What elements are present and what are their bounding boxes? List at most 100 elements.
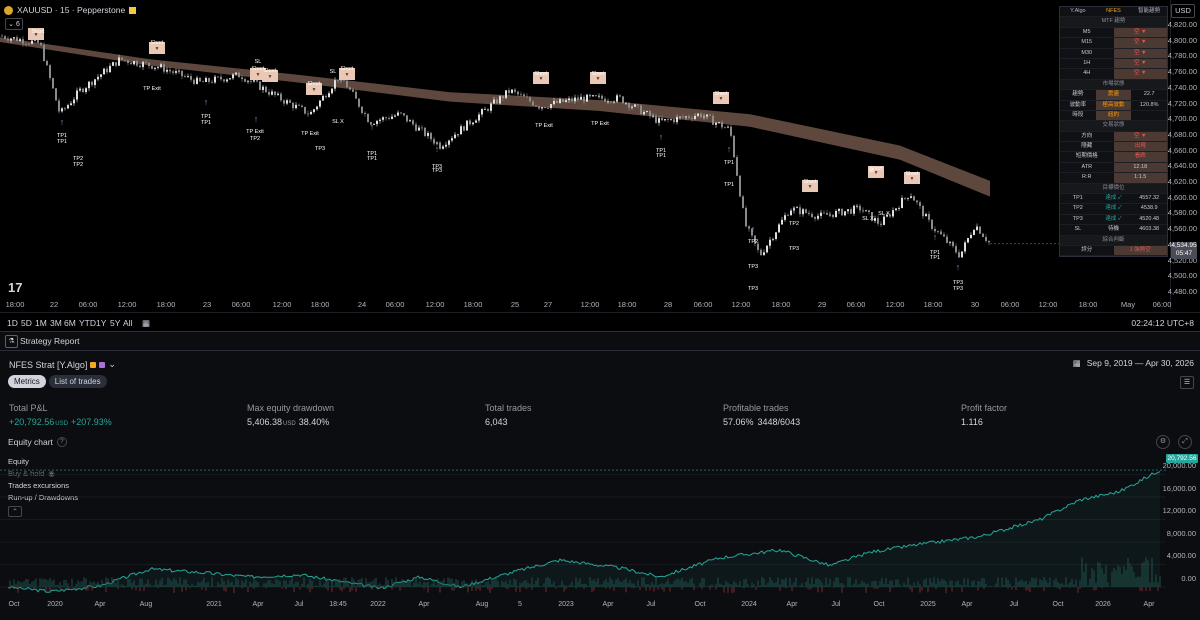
candle-body — [724, 127, 726, 129]
section-title: 市場狀態 — [1102, 80, 1125, 87]
candle-body — [448, 140, 450, 145]
price-chart[interactable]: ▼ ▼ ▼ ▼ ▼ ▼ ▼ ▼ ▼ ▼ ▼ ▼ TP1 TP1 TP2 TP2 TP Exit TP1 TP1 TP2… — [0, 0, 1170, 296]
tab-yalgo[interactable]: Y.Algo — [1070, 8, 1086, 14]
short-signal-label: ▼ — [345, 72, 350, 78]
target-status: 達成 ✓ — [1105, 195, 1122, 202]
trade-label: SL X — [332, 119, 344, 125]
section-title: MTF 趨勢 — [1101, 18, 1126, 25]
candle-body — [226, 79, 228, 82]
candle-body — [274, 91, 276, 95]
range-button-all[interactable]: All — [123, 318, 133, 328]
candle-body — [40, 42, 42, 45]
range-button-6m[interactable]: 6M — [64, 318, 76, 328]
candle-body — [346, 80, 348, 88]
candle-body — [25, 43, 27, 45]
section-trade: 交易狀態 — [1060, 121, 1167, 132]
collapse-legend-button[interactable]: ⌃ — [8, 506, 22, 517]
legend-trades-excursions[interactable]: Trades excursions — [8, 481, 69, 490]
mtf-timeframe: M30 — [1081, 49, 1093, 56]
candle-body — [310, 111, 312, 115]
calendar-icon[interactable]: ▦ — [142, 318, 151, 328]
symbol-header[interactable]: XAUUSD · 15 · Pepperstone — [4, 4, 137, 16]
price-axis[interactable]: 4,820.00 4,800.00 4,780.00 4,760.00 4,740.00… — [1167, 0, 1200, 310]
equity-x-tick: Oct — [873, 601, 885, 608]
candle-body — [604, 98, 606, 102]
time-tick: 18:00 — [771, 300, 791, 309]
short-signal-label: ▼ — [268, 74, 273, 80]
trade-label: 隱藏 — [1081, 143, 1093, 150]
range-button-ytd[interactable]: YTD — [79, 318, 96, 328]
candle-body — [643, 112, 645, 115]
legend-runup-drawdowns[interactable]: Run-up / Drawdowns — [8, 493, 79, 502]
trade-label: Short — [534, 71, 548, 77]
legend-buy-hold[interactable]: Buy & hold ◉ — [8, 468, 78, 480]
candle-body — [589, 94, 591, 97]
legend-equity[interactable]: Equity — [8, 457, 29, 466]
tab-list-of-trades[interactable]: List of trades — [48, 375, 107, 388]
columns-icon[interactable]: ☰ — [1180, 376, 1194, 389]
candle-body — [97, 76, 99, 80]
candle-body — [904, 197, 906, 199]
equity-x-tick: Oct — [694, 601, 706, 608]
eye-icon[interactable]: ◉ — [48, 469, 55, 478]
report-tab-title[interactable]: Strategy Report — [20, 336, 80, 346]
strategy-report-icon[interactable]: ⚗ — [5, 335, 18, 348]
candle-body — [460, 126, 462, 135]
candle-body — [397, 112, 399, 116]
trade-label: TP Exit — [535, 123, 553, 129]
candle-body — [730, 126, 732, 136]
equity-x-tick: Apr — [1143, 601, 1155, 608]
candle-body — [931, 219, 933, 229]
candle-body — [637, 104, 639, 106]
trade-label: TP3 — [748, 264, 758, 270]
candle-body — [355, 91, 357, 99]
candle-body — [133, 61, 135, 65]
candle-body — [484, 108, 486, 110]
metric-label: Total P&L — [9, 403, 48, 413]
equity-plot[interactable] — [0, 449, 1168, 599]
info-icon[interactable]: ? — [56, 437, 67, 447]
trade-label: TP2 — [789, 221, 799, 227]
tab-nfes[interactable]: NFES — [1106, 8, 1121, 14]
candle-body — [832, 214, 834, 218]
tab-smart-trend[interactable]: 智能趨勢 — [1138, 8, 1161, 14]
range-button-1m[interactable]: 1M — [35, 318, 47, 328]
metric-extra: 38.40% — [298, 417, 330, 427]
source-icon[interactable] — [99, 361, 106, 368]
expand-icon[interactable]: ⤢ — [1178, 435, 1192, 449]
date-range[interactable]: ▦ Sep 9, 2019 — Apr 30, 2026 — [1073, 358, 1194, 369]
range-button-5y[interactable]: 5Y — [110, 318, 121, 328]
candle-body — [748, 226, 750, 229]
settings-icon[interactable] — [90, 361, 97, 368]
range-button-1y[interactable]: 1Y — [96, 318, 107, 328]
trade-label: Short — [263, 68, 277, 74]
range-button-5d[interactable]: 5D — [21, 318, 32, 328]
candle-body — [610, 101, 612, 103]
candle-body — [664, 119, 666, 121]
settings-gear-icon[interactable]: ⚙ — [1156, 435, 1170, 449]
indicators-toggle[interactable]: ⌄ 6 — [5, 18, 23, 30]
trade-label: TP1 — [724, 160, 734, 166]
candle-body — [256, 80, 258, 82]
clock-display[interactable]: 02:24:12 UTC+8 — [1131, 318, 1194, 328]
candle-body — [136, 61, 138, 66]
strategy-selector[interactable]: NFES Strat [Y.Algo] ⌄ — [9, 359, 116, 370]
time-axis[interactable]: 18:00 22 06:00 12:00 18:00 23 06:00 12:00 18:00 2… — [0, 296, 1172, 312]
short-signal-box — [339, 68, 355, 80]
price-tick: 4,500.00 — [1167, 271, 1197, 281]
range-button-1d[interactable]: 1D — [7, 318, 18, 328]
candle-body — [472, 122, 474, 125]
equity-x-tick: 2025 — [920, 601, 936, 608]
mtf-timeframe: M15 — [1081, 39, 1093, 46]
currency-badge[interactable]: USD — [1171, 4, 1195, 18]
candle-body — [370, 122, 372, 125]
time-tick: 18:00 — [1078, 300, 1098, 309]
candle-body — [784, 215, 786, 220]
tab-metrics[interactable]: Metrics — [8, 375, 46, 388]
candle-body — [973, 229, 975, 235]
range-button-3m[interactable]: 3M — [50, 318, 62, 328]
mtf-direction: 空 ▼ — [1113, 38, 1167, 48]
candle-body — [121, 57, 123, 60]
candle-body — [967, 238, 969, 243]
